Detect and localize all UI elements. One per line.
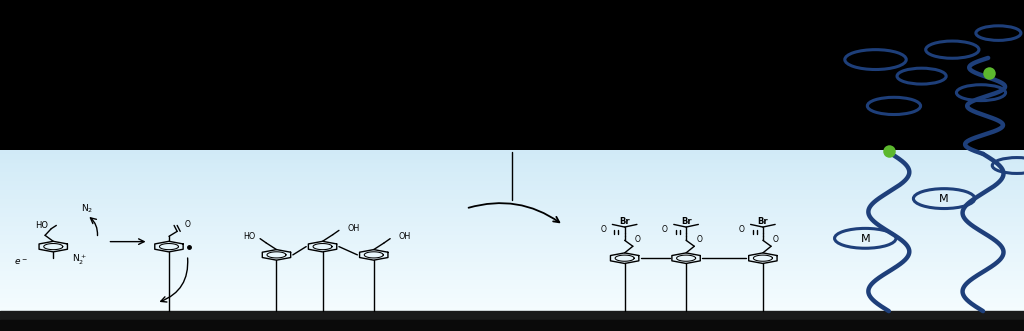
Text: O: O [696, 235, 702, 244]
Text: HO: HO [244, 232, 256, 242]
Text: $\mathrm{N_2}$: $\mathrm{N_2}$ [81, 202, 93, 215]
Text: O: O [635, 235, 641, 244]
Text: O: O [773, 235, 779, 244]
Text: O: O [738, 224, 744, 234]
Text: HO: HO [35, 221, 48, 230]
Bar [0, 320, 1024, 331]
Text: Br: Br [758, 217, 768, 226]
Text: OH: OH [398, 232, 411, 242]
Text: $e^-$: $e^-$ [14, 258, 28, 267]
Text: $\mathrm{N_2^+}$: $\mathrm{N_2^+}$ [72, 253, 86, 267]
Text: M: M [860, 234, 870, 244]
Text: OH: OH [347, 224, 359, 233]
Text: M: M [939, 194, 949, 204]
Text: Br: Br [620, 217, 630, 226]
Text: O: O [662, 224, 668, 234]
Text: O: O [184, 220, 190, 229]
Bar [0, 311, 1024, 331]
Text: Br: Br [681, 217, 691, 226]
Text: O: O [600, 224, 606, 234]
